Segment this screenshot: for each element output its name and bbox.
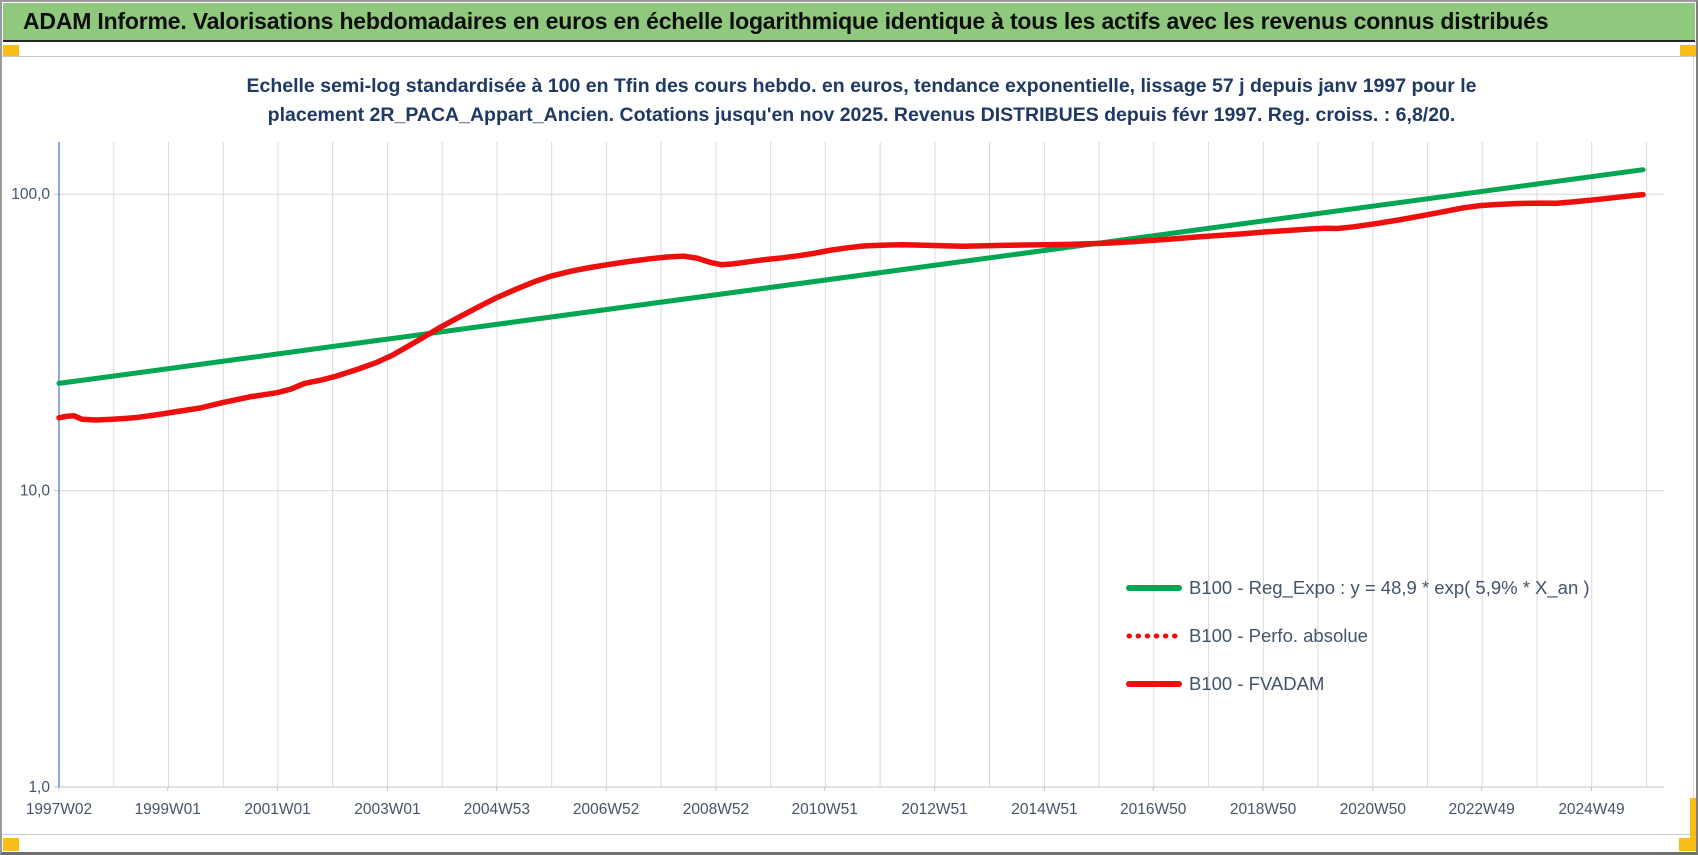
chart-title-line2: placement 2R_PACA_Appart_Ancien. Cotatio… [267, 104, 1456, 127]
chart-area [3, 57, 1694, 835]
chart-title-line1: Echelle semi-log standardisée à 100 en T… [246, 75, 1477, 97]
banner-title: ADAM Informe. Valorisations hebdomadaire… [23, 8, 1549, 34]
orange-marker-bottom-left [3, 838, 19, 851]
legend-item: B100 - Perfo. absolue [1126, 612, 1590, 660]
divider-line [2, 56, 1696, 57]
chart-title: Echelle semi-log standardisée à 100 en T… [59, 72, 1664, 131]
orange-marker-top-left [3, 45, 19, 57]
chart-legend: B100 - Reg_Expo : y = 48,9 * exp( 5,9% *… [1126, 564, 1590, 708]
legend-item: B100 - FVADAM [1126, 660, 1590, 708]
legend-item: B100 - Reg_Expo : y = 48,9 * exp( 5,9% *… [1126, 564, 1590, 612]
legend-dotted-line-sample [1126, 633, 1182, 639]
legend-label: B100 - Reg_Expo : y = 48,9 * exp( 5,9% *… [1189, 577, 1590, 598]
orange-bar-bottom-right [1690, 798, 1696, 840]
orange-marker-bottom-right [1679, 838, 1696, 851]
legend-label: B100 - Perfo. absolue [1189, 625, 1368, 646]
legend-label: B100 - FVADAM [1189, 673, 1325, 694]
legend-line-sample [1126, 585, 1182, 591]
banner: ADAM Informe. Valorisations hebdomadaire… [3, 3, 1695, 42]
orange-marker-top-right [1680, 45, 1696, 57]
legend-line-sample [1126, 681, 1182, 687]
